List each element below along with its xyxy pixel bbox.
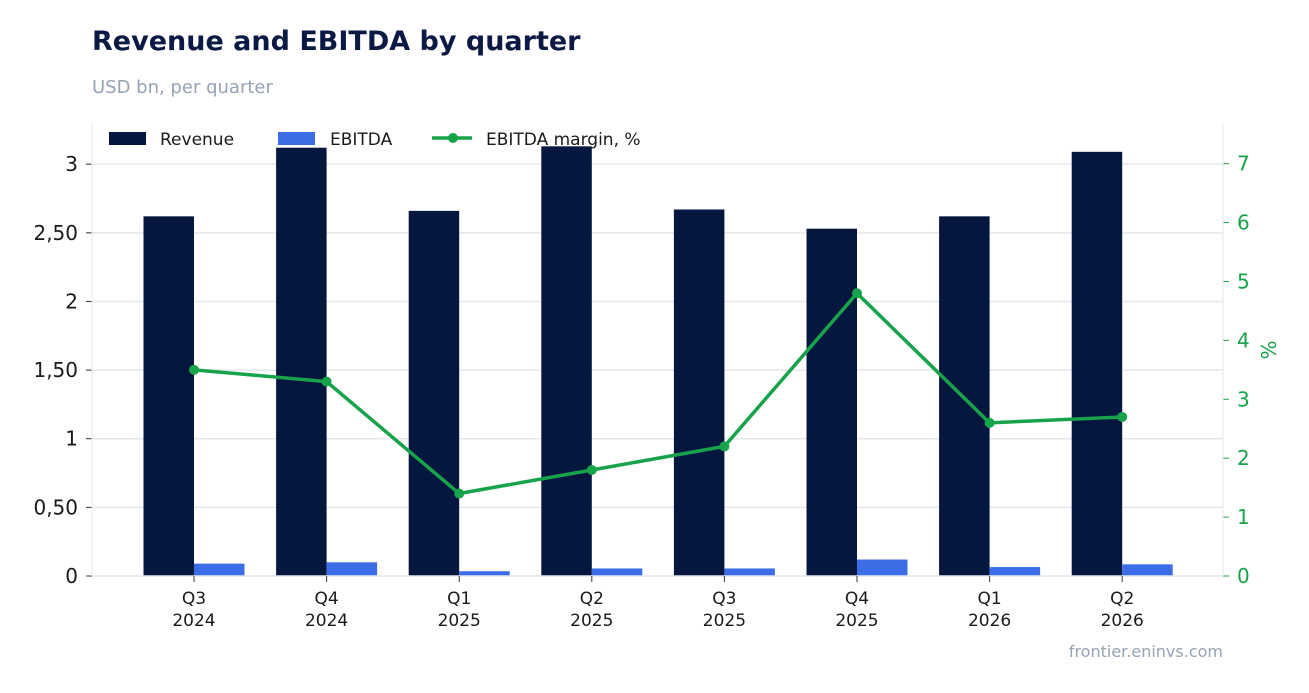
y-right-tick-label: 7 (1237, 152, 1250, 176)
y-left-tick-label: 1 (65, 427, 78, 451)
legend-ebitda-label: EBITDA (330, 130, 393, 150)
ebitda-bar (591, 568, 643, 576)
y-left-tick-label: 2,50 (33, 221, 78, 245)
ebitda-bar (326, 562, 378, 576)
chart-title: Revenue and EBITDA by quarter (92, 26, 581, 57)
y-left-tick-label: 1,50 (33, 358, 78, 382)
revenue-bar (673, 209, 725, 576)
legend: Revenue EBITDA EBITDA margin, % (109, 130, 641, 150)
x-tick-label-year: 2025 (703, 611, 746, 631)
y-left-tick-label: 2 (65, 289, 78, 313)
x-tick-label-quarter: Q2 (1110, 589, 1134, 609)
x-tick-label-year: 2025 (835, 611, 878, 631)
x-tick-label-quarter: Q1 (977, 589, 1001, 609)
legend-ebitda-swatch (278, 132, 315, 145)
ebitda-bar (1122, 564, 1173, 576)
y-right-tick-label: 3 (1237, 387, 1250, 411)
grid-lines (92, 163, 1223, 509)
ebitda-bar (194, 563, 245, 576)
legend-revenue-label: Revenue (160, 130, 234, 150)
revenue-bar (806, 228, 857, 576)
x-tick-label-quarter: Q2 (580, 589, 604, 609)
x-tick-label-year: 2024 (172, 611, 215, 631)
y-right-tick-label: 1 (1237, 505, 1250, 529)
y-right-tick-label: 4 (1237, 328, 1250, 352)
margin-point (1117, 411, 1128, 422)
revenue-bar (1071, 151, 1123, 576)
source-credit: frontier.eninvs.com (1068, 642, 1223, 661)
x-tick-label-year: 2025 (438, 611, 481, 631)
x-tick-label-quarter: Q3 (182, 589, 206, 609)
ebitda-bar (857, 559, 908, 576)
margin-series-line (193, 291, 1123, 496)
x-tick-label-year: 2024 (305, 611, 348, 631)
revenue-bar (143, 216, 194, 576)
ebitda-bar (724, 568, 775, 576)
y-left-tick-label: 3 (65, 152, 78, 176)
margin-point (984, 417, 995, 428)
margin-point (321, 376, 332, 387)
y-left-tick-label: 0,50 (33, 495, 78, 519)
y-right-tick-label: 0 (1237, 564, 1250, 588)
margin-point (454, 488, 465, 499)
x-tick-label-year: 2026 (968, 611, 1011, 631)
axes: 00,5011,5022,50301234567%Q32024Q42024Q12… (33, 123, 1281, 631)
ebitda-bar (459, 571, 510, 576)
legend-margin-label: EBITDA margin, % (486, 130, 641, 150)
x-tick-label-quarter: Q4 (845, 589, 869, 609)
x-tick-label-quarter: Q1 (447, 589, 471, 609)
margin-point (852, 288, 862, 299)
bars (143, 146, 1173, 576)
margin-line (189, 288, 1128, 499)
legend-revenue-swatch (109, 132, 146, 145)
chart-subtitle: USD bn, per quarter (92, 77, 273, 98)
legend-margin-marker (448, 133, 458, 143)
y-right-tick-label: 2 (1237, 446, 1250, 470)
revenue-bar (276, 147, 327, 576)
x-tick-label-year: 2026 (1101, 611, 1144, 631)
margin-point (189, 364, 199, 375)
revenue-bar (541, 146, 592, 576)
margin-point (586, 464, 597, 475)
y-left-tick-label: 0 (65, 564, 78, 588)
x-tick-label-quarter: Q4 (314, 589, 338, 609)
y-right-axis-label: % (1257, 340, 1281, 359)
x-tick-label-quarter: Q3 (712, 589, 736, 609)
ebitda-bar (989, 567, 1041, 576)
x-tick-label-year: 2025 (570, 611, 613, 631)
revenue-bar (408, 210, 460, 576)
margin-point (719, 441, 730, 452)
y-right-tick-label: 5 (1237, 269, 1250, 293)
y-right-tick-label: 6 (1237, 211, 1250, 235)
